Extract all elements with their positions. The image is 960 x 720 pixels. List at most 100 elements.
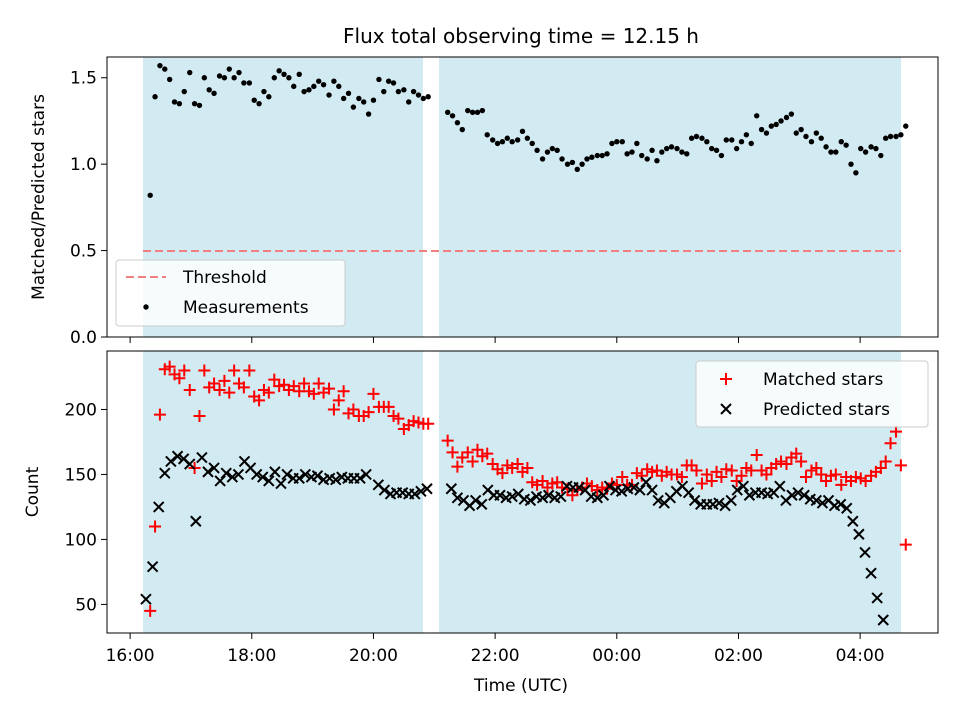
predicted-star-point: [798, 489, 810, 501]
matched-star-point: [422, 417, 435, 430]
measurement-point: [514, 137, 521, 143]
measurement-point: [639, 152, 645, 159]
measurement-point: [738, 138, 745, 145]
measurement-point: [733, 145, 740, 152]
matched-star-point: [879, 455, 892, 468]
measurement-point: [320, 81, 327, 88]
predicted-star-point: [591, 492, 604, 504]
predicted-star-point: [743, 489, 756, 501]
matched-star-point: [332, 394, 345, 407]
measurement-point: [798, 126, 804, 133]
bottom-panel: 50 100 150 200 16:00 18:00 20:00 22:00 00:00 02:…: [23, 351, 939, 696]
matched-star-point: [466, 455, 479, 468]
legend-predicted-label: Predicted stars: [763, 400, 890, 420]
measurement-point: [296, 71, 302, 77]
matched-star-point: [149, 520, 162, 533]
measurement-point: [365, 111, 372, 117]
measurement-point: [878, 152, 884, 159]
matched-star-point: [298, 377, 311, 390]
predicted-star-point: [652, 494, 664, 507]
measurement-point: [768, 123, 775, 129]
measurement-point: [454, 119, 461, 126]
predicted-star-point: [409, 488, 421, 500]
measurement-point: [619, 138, 625, 145]
matched-star-point: [511, 458, 524, 471]
matched-star-point: [536, 474, 549, 487]
measurement-point: [326, 92, 332, 98]
matched-star-point: [899, 538, 912, 551]
predicted-star-points: [141, 451, 889, 626]
measurement-point: [406, 99, 412, 105]
legend-matched-swatch: [720, 373, 732, 385]
measurement-point: [898, 132, 904, 138]
bottom-x-ticks: 16:00 18:00 20:00 22:00 00:00 02:00 04:00: [106, 633, 885, 666]
measurement-point: [489, 137, 496, 143]
bottom-legend: Matched stars Predicted stars: [695, 360, 929, 428]
matched-star-point: [312, 377, 325, 390]
predicted-star-point: [250, 468, 263, 481]
measurement-point: [286, 75, 292, 81]
legend-threshold-label: Threshold: [182, 268, 267, 288]
matched-star-point: [461, 446, 474, 459]
predicted-star-point: [597, 489, 610, 501]
top-shading: [143, 57, 901, 337]
matched-star-point: [700, 468, 713, 481]
matched-star-point: [218, 374, 231, 387]
matched-star-point: [382, 400, 395, 413]
measurement-point: [201, 75, 208, 81]
matched-star-point: [496, 467, 509, 480]
matched-star-point: [451, 460, 464, 473]
measurement-point: [420, 95, 427, 102]
predicted-star-point: [615, 485, 628, 498]
measurement-point: [256, 100, 262, 107]
matched-star-point: [890, 425, 903, 438]
measurement-point: [674, 145, 680, 152]
x-axis-label: Time (UTC): [473, 676, 568, 696]
matched-star-point: [799, 471, 812, 484]
measurement-point: [241, 80, 247, 86]
predicted-star-point: [713, 497, 725, 509]
matched-star-point: [337, 385, 350, 398]
matched-star-point: [884, 437, 897, 450]
bottom-legend-box: [695, 360, 929, 428]
measurement-point: [808, 138, 815, 145]
measurement-point: [221, 75, 228, 81]
top-y-axis-label: Matched/Predicted stars: [29, 94, 49, 300]
measurement-point: [693, 133, 700, 140]
measurement-point: [559, 156, 565, 162]
measurement-point: [868, 144, 874, 150]
measurement-point: [236, 69, 242, 76]
predicted-star-point: [841, 502, 853, 514]
bottom-y-axis-label: Count: [23, 466, 43, 517]
legend-matched-label: Matched stars: [763, 370, 883, 390]
matched-star-point: [208, 377, 221, 390]
matched-star-point: [635, 469, 648, 482]
measurement-point: [823, 144, 829, 150]
matched-star-point: [144, 604, 157, 617]
matched-star-point: [780, 458, 793, 471]
matched-star-point: [367, 387, 380, 400]
matched-star-point: [153, 408, 166, 421]
measurement-point: [459, 126, 465, 133]
measurement-point: [659, 149, 665, 155]
measurement-point: [301, 88, 307, 95]
measurement-point: [564, 161, 571, 167]
predicted-star-point: [792, 486, 804, 499]
predicted-star-point: [415, 485, 427, 498]
matched-star-point: [760, 468, 773, 481]
y-tick-label: 100: [65, 530, 97, 550]
measurement-point: [266, 94, 272, 100]
y-tick-label: 200: [65, 400, 97, 420]
matched-star-point: [198, 364, 211, 377]
measurement-point: [311, 83, 317, 90]
predicted-star-point: [311, 470, 324, 482]
matched-star-point: [163, 360, 176, 373]
measurement-point: [903, 123, 909, 129]
measurement-point: [534, 147, 540, 154]
x-tick-label: 02:00: [714, 646, 763, 666]
measurement-point: [838, 138, 844, 145]
matched-star-point: [795, 455, 808, 468]
y-tick-label: 0.0: [70, 328, 97, 348]
top-legend: Threshold Measurements: [115, 259, 346, 327]
predicted-star-point: [281, 468, 293, 481]
